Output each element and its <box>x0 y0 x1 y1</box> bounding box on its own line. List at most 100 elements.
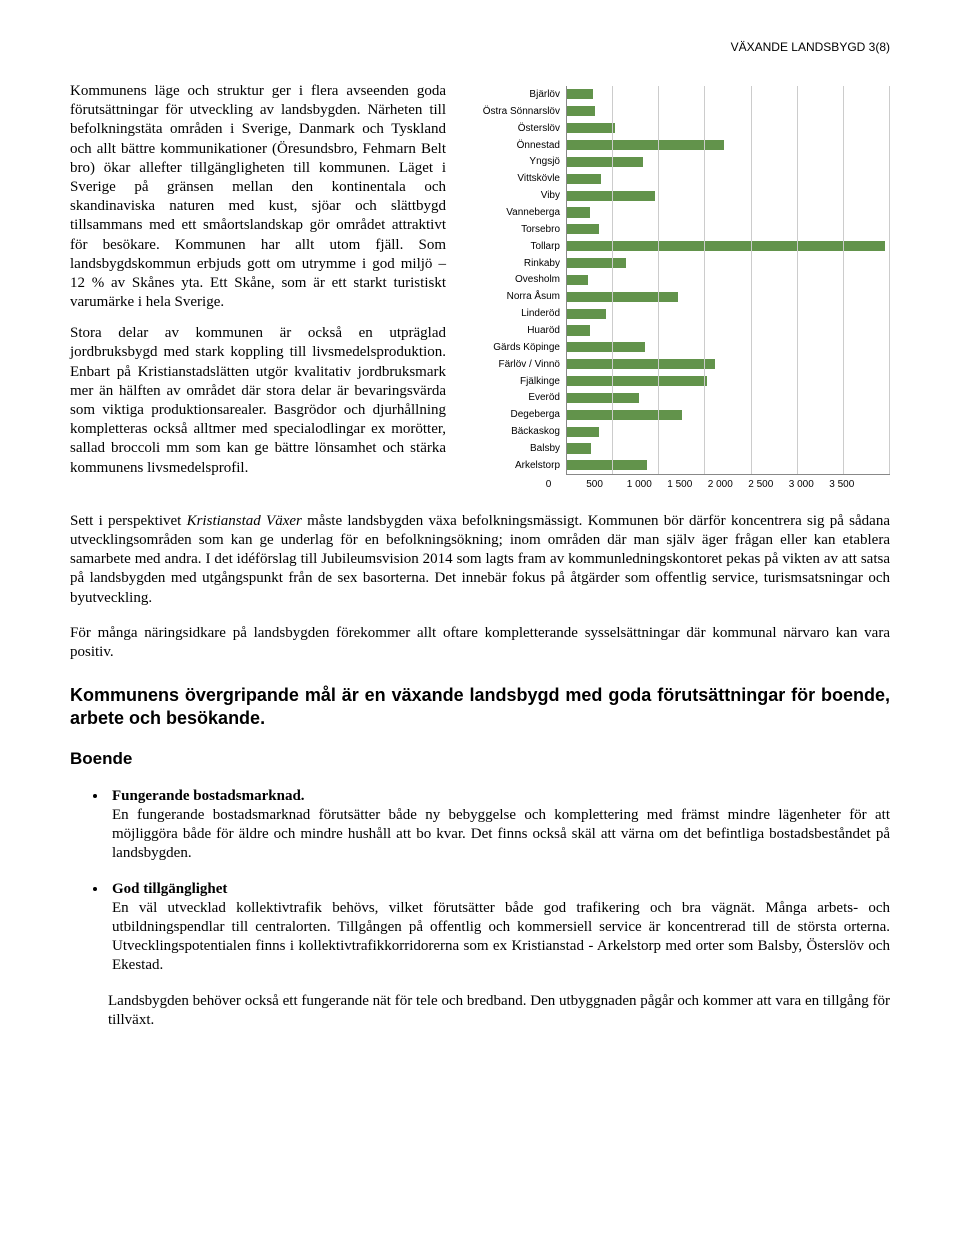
chart-bar-row <box>567 120 890 137</box>
chart-bar-row <box>567 339 890 356</box>
chart-category-label: Vittskövle <box>466 170 566 187</box>
left-text-column: Kommunens läge och struktur ger i flera … <box>70 82 446 490</box>
chart-x-tick: 2 500 <box>748 479 789 490</box>
chart-category-label: Önnestad <box>466 137 566 154</box>
chart-bar-row <box>567 86 890 103</box>
trailing-para: Landsbygden behöver också ett fungerande… <box>108 992 890 1030</box>
chart-category-label: Balsby <box>466 440 566 457</box>
chart-bar-row <box>567 423 890 440</box>
chart-category-label: Norra Åsum <box>466 288 566 305</box>
chart-bar <box>567 376 707 386</box>
chart-plot-area <box>566 86 890 474</box>
chart-category-label: Yngsjö <box>466 153 566 170</box>
chart-bar-row <box>567 153 890 170</box>
chart-x-tick: 0 <box>546 479 587 490</box>
chart-bar <box>567 325 590 335</box>
chart-bar <box>567 410 682 420</box>
chart-category-label: Österslöv <box>466 120 566 137</box>
chart-category-label: Ovesholm <box>466 271 566 288</box>
chart-category-label: Degeberga <box>466 406 566 423</box>
chart-category-label: Everöd <box>466 389 566 406</box>
chart-category-label: Torsebro <box>466 221 566 238</box>
chart-bar-row <box>567 137 890 154</box>
chart-bar <box>567 427 599 437</box>
chart-bar-row <box>567 103 890 120</box>
chart-bar-row <box>567 457 890 474</box>
chart-category-label: Färlöv / Vinnö <box>466 356 566 373</box>
chart-category-label: Gärds Köpinge <box>466 339 566 356</box>
sub-heading-boende: Boende <box>70 749 890 769</box>
chart-bar <box>567 157 643 167</box>
bullet-item: Fungerande bostadsmarknad.En fungerande … <box>108 787 890 864</box>
chart-bar <box>567 309 606 319</box>
chart-bar <box>567 258 626 268</box>
chart-x-tick: 1 000 <box>627 479 668 490</box>
chart-bar-row <box>567 288 890 305</box>
chart-x-tick: 3 500 <box>829 479 870 490</box>
chart-bar-row <box>567 406 890 423</box>
chart-bar-row <box>567 389 890 406</box>
body-para-1: Sett i perspektivet Kristianstad Växer m… <box>70 512 890 608</box>
chart-bar-row <box>567 204 890 221</box>
chart-category-label: Bjärlöv <box>466 86 566 103</box>
intro-para-2: Stora delar av kommunen är också en utpr… <box>70 324 446 478</box>
chart-bar-row <box>567 373 890 390</box>
chart-bar <box>567 443 591 453</box>
two-column-row: Kommunens läge och struktur ger i flera … <box>70 82 890 490</box>
chart-bar <box>567 342 645 352</box>
chart-bar <box>567 292 678 302</box>
chart-bar-row <box>567 356 890 373</box>
chart-bar <box>567 275 588 285</box>
intro-para-1: Kommunens läge och struktur ger i flera … <box>70 82 446 312</box>
chart-bar-row <box>567 221 890 238</box>
chart-category-label: Fjälkinge <box>466 373 566 390</box>
chart-bar <box>567 106 595 116</box>
chart-category-label: Vanneberga <box>466 204 566 221</box>
chart-bar <box>567 241 885 251</box>
chart-category-label: Rinkaby <box>466 255 566 272</box>
chart-bar-row <box>567 238 890 255</box>
chart-category-label: Tollarp <box>466 238 566 255</box>
chart-bar <box>567 207 590 217</box>
chart-category-label: Linderöd <box>466 305 566 322</box>
chart-y-axis: BjärlövÖstra SönnarslövÖsterslövÖnnestad… <box>466 86 566 474</box>
chart-category-label: Bäckaskog <box>466 423 566 440</box>
chart-bar-row <box>567 305 890 322</box>
chart-bar <box>567 174 601 184</box>
chart-x-tick: 3 000 <box>789 479 830 490</box>
chart-body: BjärlövÖstra SönnarslövÖsterslövÖnnestad… <box>466 86 890 474</box>
page-header: VÄXANDE LANDSBYGD 3(8) <box>70 40 890 54</box>
chart-x-tick: 2 000 <box>708 479 749 490</box>
chart-category-label: Huaröd <box>466 322 566 339</box>
page-root: VÄXANDE LANDSBYGD 3(8) Kommunens läge oc… <box>0 0 960 1106</box>
chart-bar <box>567 123 615 133</box>
chart-x-axis: 05001 0001 5002 0002 5003 0003 500 <box>566 474 890 490</box>
chart-bar <box>567 224 599 234</box>
chart-x-tick: 500 <box>586 479 627 490</box>
chart-bar-row <box>567 255 890 272</box>
population-bar-chart: BjärlövÖstra SönnarslövÖsterslövÖnnestad… <box>466 82 890 490</box>
chart-bar-row <box>567 440 890 457</box>
chart-bar <box>567 359 715 369</box>
section-heading: Kommunens övergripande mål är en växande… <box>70 684 890 731</box>
chart-x-tick: 1 500 <box>667 479 708 490</box>
chart-bar-row <box>567 271 890 288</box>
chart-category-label: Arkelstorp <box>466 457 566 474</box>
body-para-2: För många näringsidkare på landsbygden f… <box>70 624 890 662</box>
bullet-head: Fungerande bostadsmarknad. <box>112 787 890 806</box>
bullet-body: En väl utvecklad kollektivtrafik behövs,… <box>112 900 890 974</box>
bullet-item: God tillgänglighetEn väl utvecklad kolle… <box>108 880 890 976</box>
chart-bar <box>567 140 724 150</box>
bullet-body: En fungerande bostadsmarknad förutsätter… <box>112 807 890 861</box>
bullet-list: Fungerande bostadsmarknad.En fungerande … <box>70 787 890 976</box>
chart-category-label: Östra Sönnarslöv <box>466 103 566 120</box>
chart-bar-row <box>567 187 890 204</box>
right-chart-column: BjärlövÖstra SönnarslövÖsterslövÖnnestad… <box>466 82 890 490</box>
chart-bar <box>567 89 593 99</box>
chart-category-label: Viby <box>466 187 566 204</box>
chart-bar <box>567 393 639 403</box>
chart-bar <box>567 191 655 201</box>
chart-bar-row <box>567 322 890 339</box>
bullet-head: God tillgänglighet <box>112 880 890 899</box>
chart-bar-row <box>567 170 890 187</box>
